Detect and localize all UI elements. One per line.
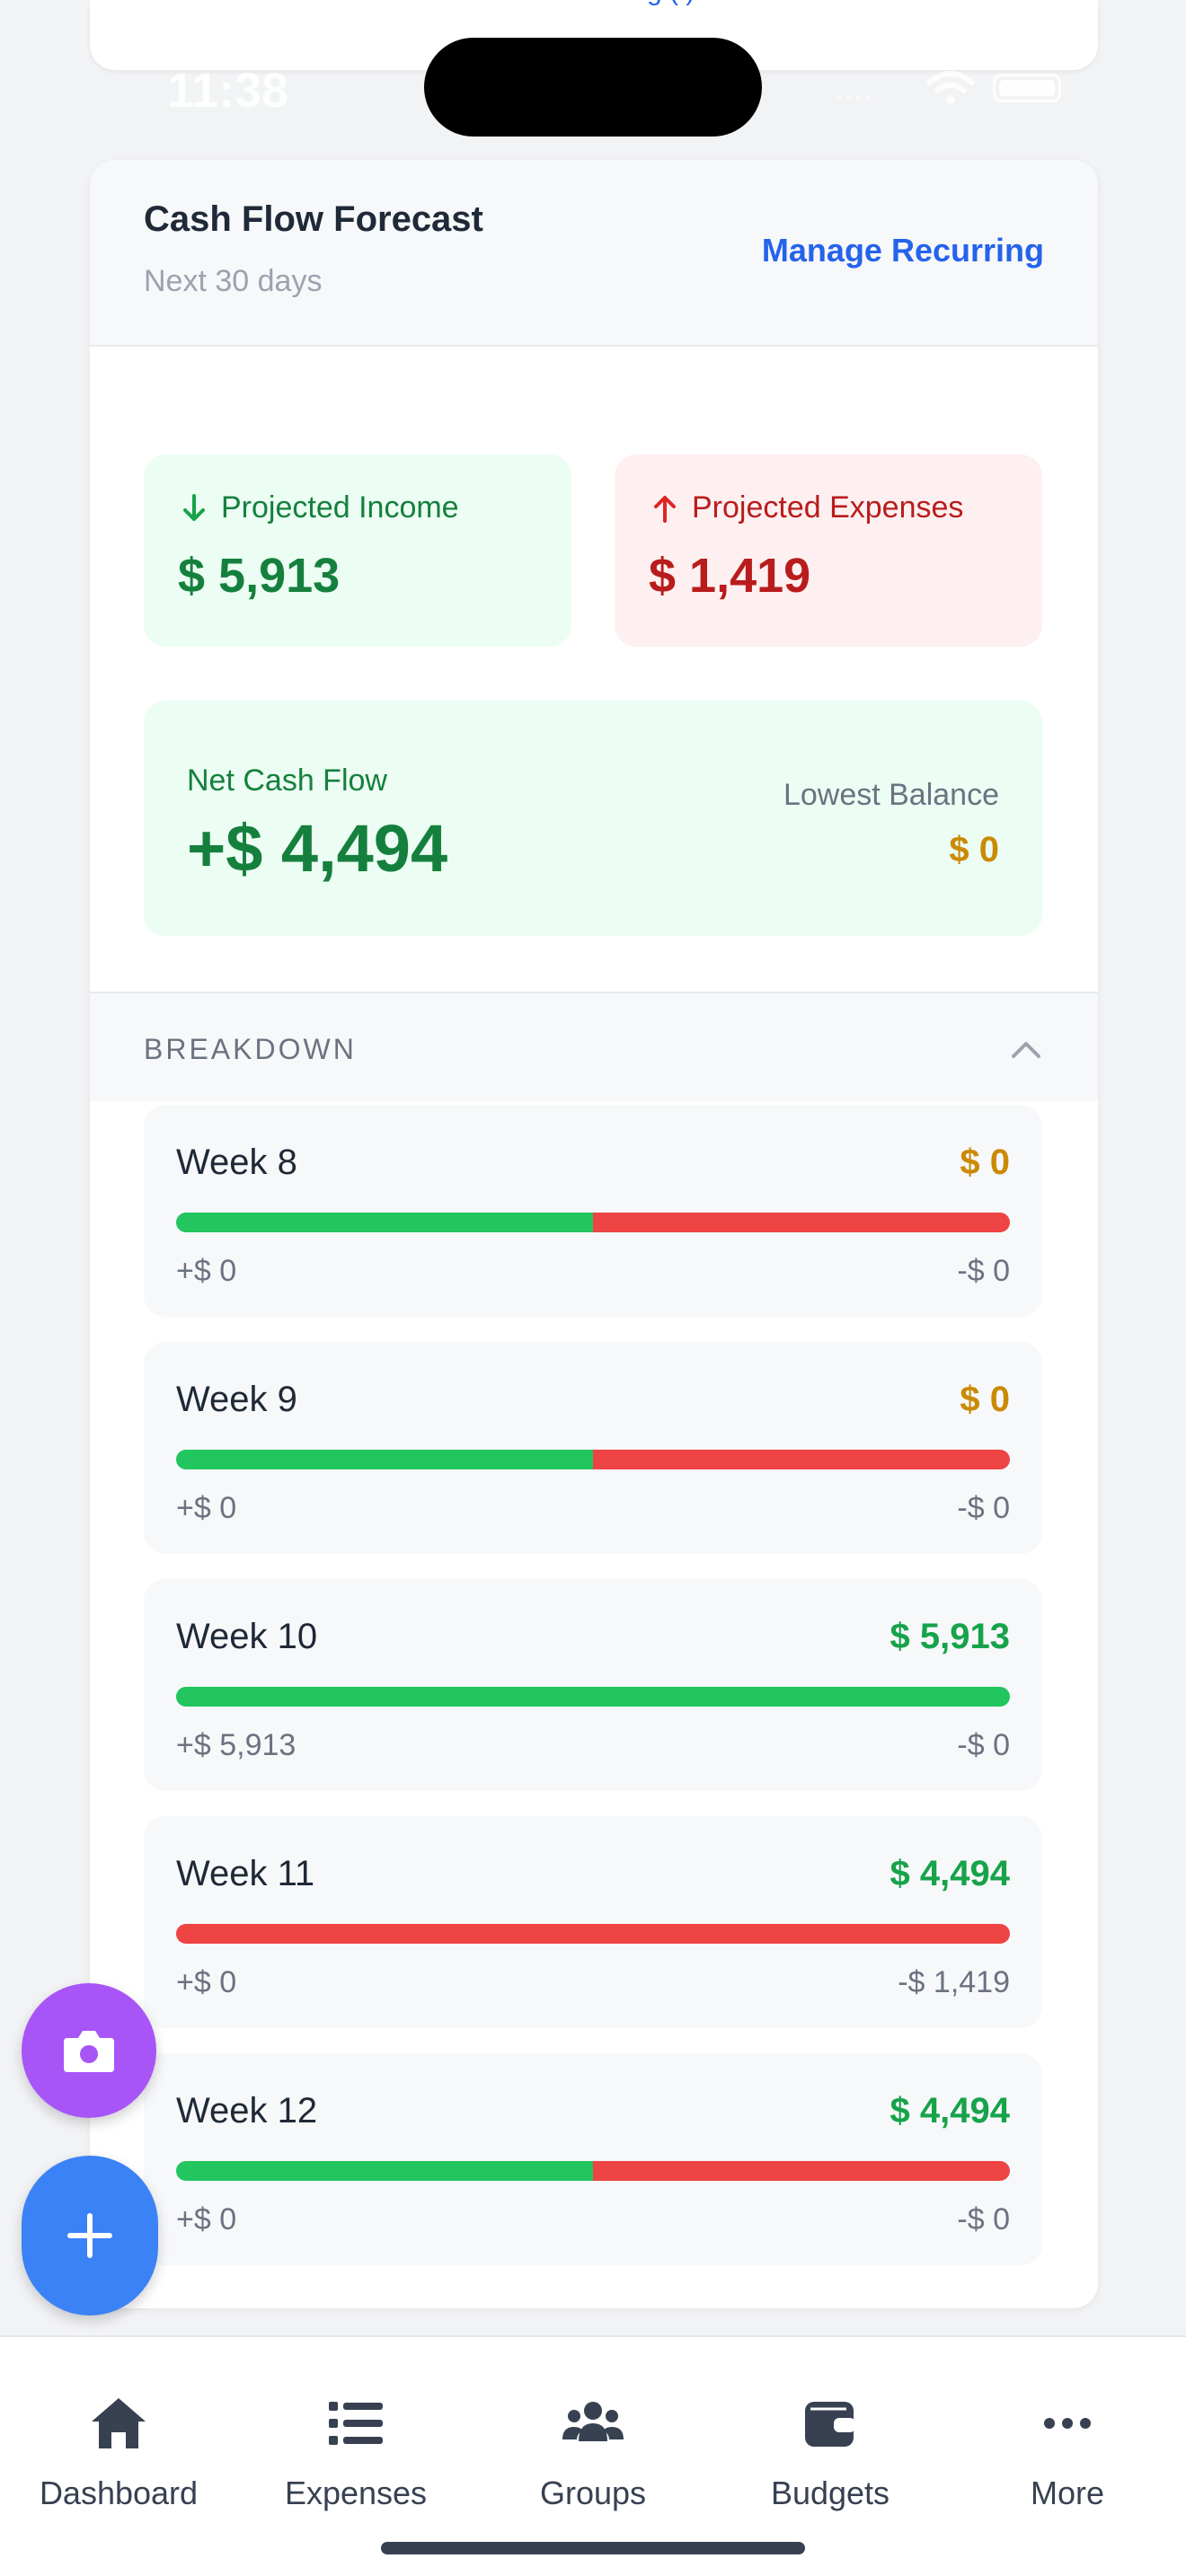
projected-income-tile: Projected Income $ 5,913 xyxy=(144,454,571,647)
projected-expenses-tile: Projected Expenses $ 1,419 xyxy=(615,454,1042,647)
tab-dashboard[interactable]: Dashboard xyxy=(0,2391,237,2553)
week-name: Week 11 xyxy=(176,1854,315,1893)
week-progress-bar xyxy=(176,1213,1010,1232)
week-progress-bar xyxy=(176,2161,1010,2181)
week-row[interactable]: Week 10 $ 5,913 +$ 5,913 -$ 0 xyxy=(144,1579,1042,1791)
week-progress-bar xyxy=(176,1924,1010,1944)
arrow-down-icon xyxy=(183,494,205,521)
projected-income-label: Projected Income xyxy=(221,490,459,525)
week-name: Week 9 xyxy=(176,1380,297,1419)
dynamic-island xyxy=(424,38,762,137)
bottom-tab-bar: Dashboard Expenses Groups Budgets xyxy=(0,2335,1186,2576)
wifi-icon xyxy=(926,71,975,104)
projected-income-value: $ 5,913 xyxy=(178,549,341,603)
week-total: $ 5,913 xyxy=(890,1617,1010,1656)
week-row[interactable]: Week 11 $ 4,494 +$ 0 -$ 1,419 xyxy=(144,1816,1042,2028)
tab-groups[interactable]: Groups xyxy=(474,2391,712,2553)
add-expense-button[interactable] xyxy=(22,2156,158,2316)
week-expense: -$ 0 xyxy=(957,1491,1010,1525)
week-total: $ 4,494 xyxy=(890,1854,1010,1893)
card-header: Cash Flow Forecast Next 30 days Manage R… xyxy=(90,160,1098,347)
week-income: +$ 5,913 xyxy=(176,1728,296,1762)
home-indicator xyxy=(381,2542,805,2554)
tab-label: Expenses xyxy=(284,2475,428,2511)
camera-icon xyxy=(64,2031,114,2072)
expense-bar-segment xyxy=(593,1213,1010,1232)
expense-bar-segment xyxy=(176,1924,1010,1944)
more-icon xyxy=(1044,2418,1091,2429)
expense-bar-segment xyxy=(593,1450,1010,1469)
tab-label: Groups xyxy=(539,2475,647,2511)
week-expense: -$ 1,419 xyxy=(898,1965,1010,1999)
breakdown-label: BREAKDOWN xyxy=(144,1033,357,1065)
tab-expenses[interactable]: Expenses xyxy=(237,2391,474,2553)
week-row[interactable]: Week 8 $ 0 +$ 0 -$ 0 xyxy=(144,1105,1042,1317)
income-bar-segment xyxy=(176,1450,593,1469)
week-progress-bar xyxy=(176,1687,1010,1707)
week-progress-bar xyxy=(176,1450,1010,1469)
income-bar-segment xyxy=(176,1687,1010,1707)
income-bar-segment xyxy=(176,1213,593,1232)
lowest-balance-label: Lowest Balance xyxy=(783,778,999,812)
status-time: 11:38 xyxy=(167,64,289,118)
breakdown-toggle[interactable]: BREAKDOWN xyxy=(90,992,1098,1101)
status-icons: •••• xyxy=(836,70,1069,108)
net-cash-flow-label: Net Cash Flow xyxy=(187,763,387,798)
battery-icon xyxy=(993,74,1061,102)
home-icon xyxy=(92,2398,146,2448)
week-total: $ 0 xyxy=(960,1142,1010,1182)
week-row[interactable]: Week 9 $ 0 +$ 0 -$ 0 xyxy=(144,1342,1042,1554)
week-name: Week 10 xyxy=(176,1617,318,1656)
week-total: $ 0 xyxy=(960,1380,1010,1419)
tab-label: Dashboard xyxy=(39,2475,199,2511)
wallet-icon xyxy=(805,2402,855,2447)
previous-card-link[interactable]: g ( ) xyxy=(647,0,695,7)
card-subtitle: Next 30 days xyxy=(144,264,323,298)
week-expense: -$ 0 xyxy=(957,1254,1010,1288)
week-list: Week 8 $ 0 +$ 0 -$ 0 Week 9 $ 0 +$ 0 -$ … xyxy=(144,1105,1042,2290)
tab-budgets[interactable]: Budgets xyxy=(712,2391,949,2553)
cash-flow-forecast-card: Cash Flow Forecast Next 30 days Manage R… xyxy=(90,160,1098,2308)
users-icon xyxy=(562,2402,624,2441)
signal-icon: •••• xyxy=(836,88,876,108)
tab-label: More xyxy=(1030,2475,1105,2511)
week-income: +$ 0 xyxy=(176,1965,237,1999)
week-income: +$ 0 xyxy=(176,1254,237,1288)
plus-icon xyxy=(67,2213,112,2258)
manage-recurring-link[interactable]: Manage Recurring xyxy=(761,232,1044,269)
arrow-up-icon xyxy=(654,496,676,523)
lowest-balance-value: $ 0 xyxy=(949,830,999,869)
week-expense: -$ 0 xyxy=(957,1728,1010,1762)
projected-expenses-value: $ 1,419 xyxy=(649,549,811,603)
expense-bar-segment xyxy=(593,2161,1010,2181)
week-income: +$ 0 xyxy=(176,1491,237,1525)
week-expense: -$ 0 xyxy=(957,2202,1010,2236)
tab-more[interactable]: More xyxy=(949,2391,1186,2553)
week-income: +$ 0 xyxy=(176,2202,237,2236)
card-title: Cash Flow Forecast xyxy=(144,199,483,239)
week-total: $ 4,494 xyxy=(890,2091,1010,2130)
net-cash-flow-value: +$ 4,494 xyxy=(187,811,448,886)
week-name: Week 12 xyxy=(176,2091,318,2130)
income-bar-segment xyxy=(176,2161,593,2181)
projected-expenses-label: Projected Expenses xyxy=(692,490,964,525)
week-row[interactable]: Week 12 $ 4,494 +$ 0 -$ 0 xyxy=(144,2053,1042,2265)
scan-receipt-button[interactable] xyxy=(22,1983,156,2118)
week-name: Week 8 xyxy=(176,1142,297,1182)
chevron-up-icon[interactable] xyxy=(1008,1031,1044,1067)
list-icon xyxy=(329,2402,383,2445)
tab-label: Budgets xyxy=(770,2475,890,2511)
net-cash-flow-tile: Net Cash Flow +$ 4,494 Lowest Balance $ … xyxy=(144,701,1042,936)
